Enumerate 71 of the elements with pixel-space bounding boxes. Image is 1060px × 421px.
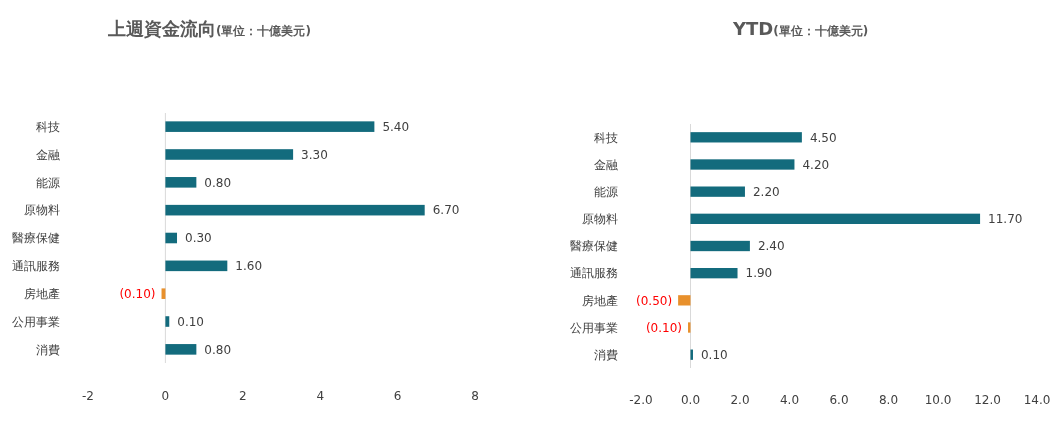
bar — [165, 232, 178, 244]
x-tick-label: 10.0 — [924, 393, 952, 407]
y-tick-label: 醫療保健 — [12, 231, 60, 246]
data-label: 0.10 — [177, 314, 204, 329]
y-tick-label: 公用事業 — [570, 320, 618, 335]
bar — [165, 177, 197, 188]
y-tick-label: 能源 — [36, 175, 60, 190]
y-tick-label: 科技 — [36, 119, 60, 134]
data-label: 2.20 — [752, 184, 780, 199]
x-tick-label: 8.0 — [878, 393, 899, 407]
x-tick-label: 4.0 — [779, 393, 800, 407]
x-tick-label: 2 — [238, 389, 247, 403]
bar — [690, 240, 750, 252]
x-tick-label: 0 — [161, 389, 170, 403]
y-tick-label: 原物料 — [24, 203, 60, 218]
y-tick-label: 消費 — [594, 347, 618, 362]
y-tick-label: 能源 — [594, 184, 618, 199]
chart-subtitle: (單位：十億美元) — [216, 24, 311, 38]
data-label: 4.20 — [802, 157, 830, 172]
data-label: 6.70 — [432, 203, 460, 218]
data-label: 2.40 — [757, 239, 785, 254]
data-label: (0.50) — [636, 293, 673, 308]
bar — [165, 260, 228, 272]
bar — [678, 295, 691, 306]
y-tick-label: 房地產 — [24, 286, 60, 301]
y-tick-label: 金融 — [36, 147, 60, 162]
bar — [690, 268, 738, 279]
x-tick-label: 14.0 — [1023, 393, 1051, 407]
data-label: 11.70 — [988, 212, 1023, 227]
y-tick-label: 公用事業 — [12, 314, 60, 329]
bar — [165, 204, 425, 216]
x-tick-label: 0.0 — [680, 393, 701, 407]
y-tick-label: 金融 — [594, 157, 618, 172]
x-tick-label: 6.0 — [829, 393, 849, 407]
chart-subtitle: (單位：十億美元) — [773, 24, 869, 38]
bar — [165, 121, 375, 132]
data-label: 0.10 — [700, 347, 728, 362]
bar — [165, 149, 294, 160]
bar — [688, 322, 691, 333]
data-label: 0.80 — [204, 342, 232, 357]
y-tick-label: 通訊服務 — [12, 259, 60, 274]
x-tick-label: 8 — [471, 389, 479, 403]
x-tick-label: -2.0 — [629, 393, 653, 407]
x-tick-label: 2.0 — [730, 393, 750, 407]
bar — [165, 344, 197, 355]
x-tick-label: 6 — [393, 389, 402, 403]
bar — [165, 316, 170, 327]
data-label: 0.80 — [204, 175, 232, 190]
y-tick-label: 房地產 — [582, 293, 618, 308]
chart-title: 上週資金流向 — [107, 18, 216, 39]
bar — [690, 213, 981, 224]
y-tick-label: 通訊服務 — [570, 266, 618, 281]
x-tick-label: 12.0 — [974, 393, 1001, 407]
bar — [690, 186, 745, 197]
x-tick-label: 4 — [316, 389, 325, 403]
data-label: 3.30 — [301, 147, 328, 162]
y-tick-label: 原物料 — [582, 212, 618, 227]
bar — [690, 159, 795, 170]
chart-title: YTD — [732, 18, 774, 39]
bar — [690, 132, 802, 143]
data-label: 0.30 — [185, 231, 212, 246]
data-label: 1.90 — [745, 266, 773, 281]
y-tick-label: 科技 — [594, 130, 618, 145]
data-label: 1.60 — [235, 259, 263, 274]
data-label: 4.50 — [809, 130, 837, 145]
x-tick-label: -2 — [82, 389, 94, 403]
data-label: (0.10) — [119, 286, 156, 301]
y-tick-label: 消費 — [36, 342, 60, 357]
data-label: (0.10) — [645, 320, 683, 335]
data-label: 5.40 — [382, 119, 410, 134]
y-tick-label: 醫療保健 — [570, 239, 618, 254]
